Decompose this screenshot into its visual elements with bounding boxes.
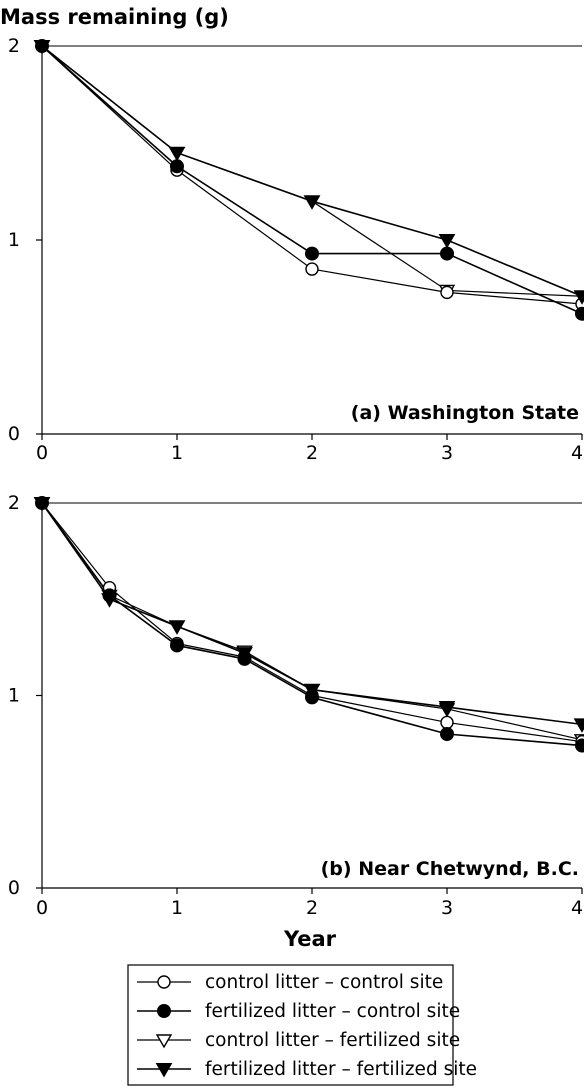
data-point-control-litter-control-site xyxy=(440,715,454,730)
legend-box xyxy=(127,964,454,1086)
legend-item: control litter – fertilized site xyxy=(137,1030,460,1051)
data-point-fertilized-litter-fertilized-site xyxy=(168,146,186,162)
data-point-fertilized-litter-control-site xyxy=(575,738,584,753)
x-tick-label: 3 xyxy=(441,897,453,919)
x-tick-label: 1 xyxy=(171,442,183,464)
legend-marker xyxy=(155,1034,173,1049)
x-tick-label: 0 xyxy=(36,897,48,919)
y-tick-label: 1 xyxy=(8,229,20,251)
legend-item: fertilized litter – fertilized site xyxy=(137,1059,477,1080)
y-tick-label: 0 xyxy=(8,423,20,445)
y-tick-label: 2 xyxy=(8,35,20,57)
y-tick-label: 1 xyxy=(8,685,20,707)
legend: control litter – control site fertilized … xyxy=(127,964,477,1086)
data-point-fertilized-litter-control-site xyxy=(170,159,184,174)
data-point-fertilized-litter-fertilized-site xyxy=(573,290,584,305)
data-point-fertilized-litter-control-site xyxy=(237,651,252,666)
data-point-fertilized-litter-control-site xyxy=(305,690,319,705)
panel-title: (a) Washington State xyxy=(351,402,579,424)
data-point-fertilized-litter-control-site xyxy=(440,727,454,741)
series-line-control-litter-control-site xyxy=(41,502,583,743)
data-point-fertilized-litter-control-site xyxy=(575,306,584,321)
x-tick-label: 3 xyxy=(441,442,453,464)
panel-title: (b) Near Chetwynd, B.C. xyxy=(321,858,579,880)
legend-marker xyxy=(155,1063,173,1078)
data-point-fertilized-litter-fertilized-site xyxy=(438,234,456,249)
data-point-fertilized-litter-control-site xyxy=(305,246,319,261)
legend-label: fertilized litter – control site xyxy=(205,1001,460,1022)
legend-marker xyxy=(157,1004,171,1018)
x-tick-label: 4 xyxy=(571,897,583,919)
data-point-fertilized-litter-control-site xyxy=(35,496,49,510)
x-tick-label: 4 xyxy=(571,442,583,464)
data-point-fertilized-litter-fertilized-site xyxy=(438,701,456,716)
x-axis-label: Year xyxy=(283,927,337,951)
legend-item: fertilized litter – control site xyxy=(137,1001,460,1022)
data-point-control-litter-control-site xyxy=(440,285,454,300)
data-point-fertilized-litter-fertilized-site xyxy=(573,718,584,733)
x-tick-label: 2 xyxy=(306,442,318,464)
data-point-fertilized-litter-fertilized-site xyxy=(303,195,321,210)
x-tick-label: 1 xyxy=(171,897,183,919)
y-tick-label: 2 xyxy=(8,492,20,514)
y-tick-label: 0 xyxy=(8,877,20,899)
legend-label: control litter – fertilized site xyxy=(205,1030,460,1051)
data-point-fertilized-litter-control-site xyxy=(35,39,49,53)
data-point-fertilized-litter-control-site xyxy=(440,246,454,261)
data-point-fertilized-litter-fertilized-site xyxy=(168,620,186,635)
y-axis-label: Mass remaining (g) xyxy=(0,5,229,29)
data-point-fertilized-litter-control-site xyxy=(102,588,117,603)
legend-marker xyxy=(157,975,171,989)
legend-label: fertilized litter – fertilized site xyxy=(205,1059,477,1080)
legend-label: control litter – control site xyxy=(205,972,443,993)
data-point-control-litter-control-site xyxy=(305,262,319,276)
legend-item: control litter – control site xyxy=(137,972,443,993)
x-tick-label: 0 xyxy=(36,442,48,464)
x-tick-label: 2 xyxy=(306,897,318,919)
panel-a: 0 1 2 3 4 0 1 2 (a) Washington State xyxy=(8,35,584,464)
series-line-fertilized-litter-control-site xyxy=(41,502,583,747)
data-point-fertilized-litter-control-site xyxy=(170,638,184,653)
